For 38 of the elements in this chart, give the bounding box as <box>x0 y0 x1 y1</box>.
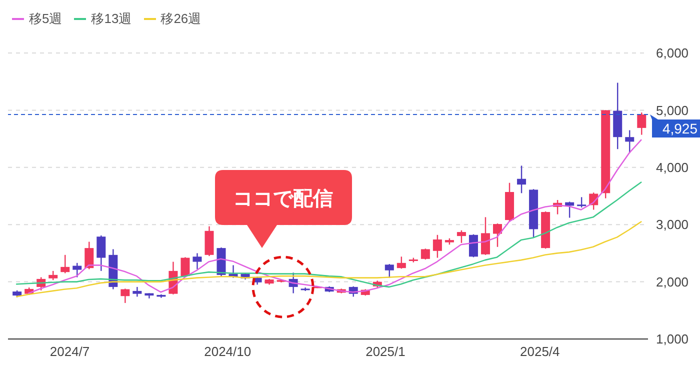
y-tick-label: 6,000 <box>656 46 689 61</box>
candlestick <box>180 256 190 278</box>
candlestick <box>625 130 634 154</box>
candlestick <box>577 196 586 208</box>
candlestick <box>468 234 478 258</box>
annotation: ココで配信 <box>233 186 333 210</box>
candlestick <box>120 288 130 304</box>
candlestick <box>96 234 106 272</box>
candlestick <box>480 216 490 256</box>
candlestick <box>396 256 406 270</box>
y-tick-label: 1,000 <box>656 332 689 347</box>
candlestick <box>84 241 94 270</box>
candlestick <box>192 252 202 270</box>
y-tick-label: 3,000 <box>656 217 689 232</box>
candlestick <box>420 248 430 260</box>
legend-label: 移5週 <box>29 10 62 28</box>
candlestick <box>432 234 442 258</box>
candlestick <box>72 262 82 278</box>
candlestick <box>517 165 526 194</box>
candlestick <box>384 263 394 278</box>
candlestick <box>493 222 502 248</box>
legend-label: 移13週 <box>91 10 132 28</box>
line-series <box>28 139 642 294</box>
candlestick <box>60 254 70 274</box>
x-tick-label: 2025/4 <box>520 344 560 360</box>
y-tick-label: 5,000 <box>656 102 689 118</box>
x-tick-label: 2024/10 <box>204 344 252 360</box>
candlestick <box>132 286 142 298</box>
y-tick-label: 2,000 <box>656 274 689 290</box>
legend-label: 移26週 <box>160 10 202 28</box>
x-tick-label: 2024/7 <box>50 344 90 360</box>
ref-line-label: 4,925 <box>662 120 698 136</box>
x-tick-label: 2025/1 <box>366 344 406 360</box>
candlestick <box>48 270 58 281</box>
y-tick-label: 4,000 <box>656 160 689 176</box>
line-series <box>16 221 642 298</box>
candlestick <box>456 230 466 244</box>
candlestick <box>637 112 646 136</box>
